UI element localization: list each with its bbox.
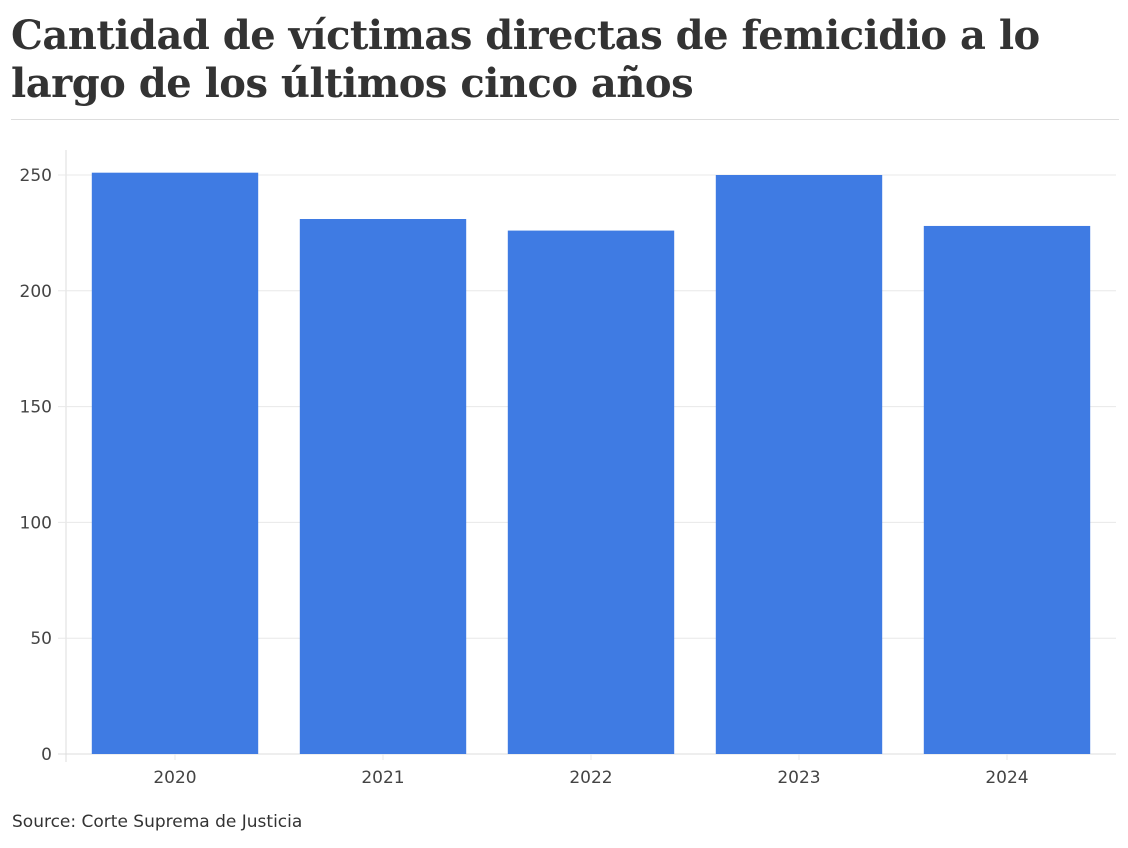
y-tick-label: 250 bbox=[20, 166, 52, 186]
x-tick-label: 2022 bbox=[569, 768, 612, 788]
bar-2020 bbox=[91, 172, 259, 754]
bar-2023 bbox=[715, 175, 883, 754]
y-tick-label: 50 bbox=[30, 629, 52, 649]
y-tick-label: 150 bbox=[20, 398, 52, 418]
chart-title: Cantidad de víctimas directas de femicid… bbox=[11, 12, 1040, 107]
bar-2022 bbox=[507, 230, 675, 755]
x-tick-label: 2021 bbox=[361, 768, 404, 788]
x-tick-label: 2024 bbox=[985, 768, 1028, 788]
y-axis-ticks: 0 50 100 150 200 250 bbox=[20, 166, 52, 765]
bar-2021 bbox=[299, 219, 467, 754]
y-tick-label: 200 bbox=[20, 282, 52, 302]
title-divider bbox=[11, 119, 1119, 120]
y-tick-label: 0 bbox=[41, 745, 52, 765]
x-tick-label: 2020 bbox=[153, 768, 196, 788]
bars bbox=[91, 172, 1091, 755]
x-axis-ticks: 2020 2021 2022 2023 2024 bbox=[153, 754, 1029, 788]
source-note: Source: Corte Suprema de Justicia bbox=[12, 812, 303, 832]
y-tick-label: 100 bbox=[20, 513, 52, 533]
bar-2024 bbox=[923, 225, 1091, 754]
x-tick-label: 2023 bbox=[777, 768, 820, 788]
